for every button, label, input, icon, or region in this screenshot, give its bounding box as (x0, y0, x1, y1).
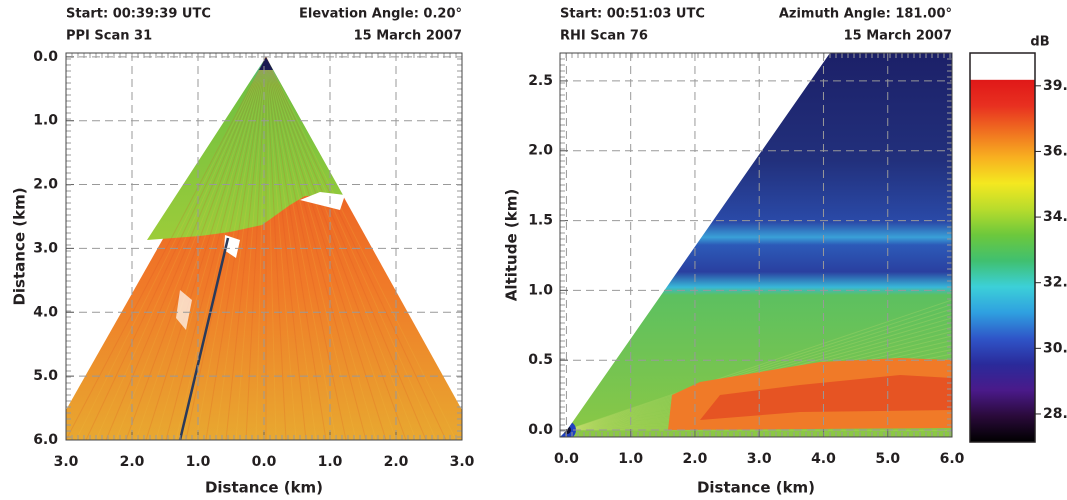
colorbar-frame (969, 52, 1036, 443)
y-tick-label: 6.0 (33, 432, 58, 448)
y-tick-label: 1.0 (528, 282, 553, 298)
x-tick-label: 3.0 (54, 454, 79, 470)
colorbar-tick-label: 34.6 (1043, 209, 1067, 225)
y-tick-label: 2.0 (33, 177, 58, 193)
x-tick-label: 0.0 (252, 454, 277, 470)
y-tick-label: 1.5 (528, 213, 553, 229)
x-tick-label: 2.0 (384, 454, 409, 470)
colorbar-tick-label: 39.0 (1043, 78, 1067, 94)
x-tick-label: 4.0 (811, 451, 836, 467)
colorbar-tick-label: 30.2 (1043, 340, 1067, 356)
x-tick-label: 1.0 (186, 454, 211, 470)
y-tick-label: 1.0 (33, 113, 58, 129)
streak (145, 56, 267, 440)
scan-image (560, 53, 952, 437)
x-tick-label: 3.0 (747, 451, 772, 467)
streak (225, 56, 267, 440)
x-tick-label: 5.0 (875, 451, 900, 467)
x-tick-label: 2.0 (683, 451, 708, 467)
y-axis-label: Altitude (km) (503, 189, 521, 301)
echo-region (147, 57, 343, 240)
x-tick-label: 2.0 (120, 454, 145, 470)
echo-patch (300, 192, 345, 210)
x-tick-label: 0.0 (554, 451, 579, 467)
y-tick-label: 2.5 (528, 73, 553, 89)
x-tick-label: 3.0 (450, 454, 475, 470)
colorbar: dB 28.0 30.2 32.4 34.6 36.8 39.0 (969, 35, 1067, 443)
plot-frame (65, 52, 463, 441)
echo-patch (700, 375, 952, 420)
annotation: Azimuth Angle: 181.00° (779, 7, 952, 22)
y-tick-label: 0.0 (528, 422, 553, 438)
streak (265, 56, 307, 440)
x-tick-label: 1.0 (618, 451, 643, 467)
ppi-panel: 3.0 2.0 1.0 0.0 1.0 2.0 3.0 0.0 1.0 2.0 3.0 4.0 5.0 6… (11, 7, 475, 497)
y-axis-label: Distance (km) (11, 187, 29, 305)
x-tick-label: 6.0 (940, 451, 965, 467)
annotation: Start: 00:51:03 UTC (560, 7, 705, 22)
echo-patch (176, 290, 192, 330)
annotation: Elevation Angle: 0.20° (299, 7, 462, 22)
y-tick-label: 3.0 (33, 240, 58, 256)
colorbar-label: dB (1030, 35, 1049, 50)
rhi-panel: 0.0 1.0 2.0 3.0 4.0 5.0 6.0 0.0 0.5 1.0 1.5 2.0 2.5 S… (503, 7, 965, 497)
colorbar-fill (970, 79, 1035, 442)
y-tick-label: 4.0 (33, 304, 58, 320)
colorbar-tick-label: 36.8 (1043, 143, 1067, 159)
near-field (259, 57, 273, 70)
colorbar-tick-label: 32.4 (1043, 275, 1067, 291)
beam-block (178, 237, 230, 440)
annotation: 15 March 2007 (354, 29, 462, 44)
plot-frame (559, 52, 953, 438)
y-tick-label: 0.0 (33, 49, 58, 65)
annotation: PPI Scan 31 (66, 29, 152, 44)
annotation: 15 March 2007 (844, 29, 952, 44)
x-tick-label: 1.0 (318, 454, 343, 470)
y-tick-label: 2.0 (528, 143, 553, 159)
y-tick-label: 0.5 (528, 352, 553, 368)
colorbar-tick-label: 28.0 (1043, 406, 1067, 422)
annotation: Start: 00:39:39 UTC (66, 7, 211, 22)
annotation: RHI Scan 76 (560, 29, 648, 44)
x-axis-label: Distance (km) (697, 479, 815, 497)
y-tick-label: 5.0 (33, 368, 58, 384)
x-axis-label: Distance (km) (205, 479, 323, 497)
